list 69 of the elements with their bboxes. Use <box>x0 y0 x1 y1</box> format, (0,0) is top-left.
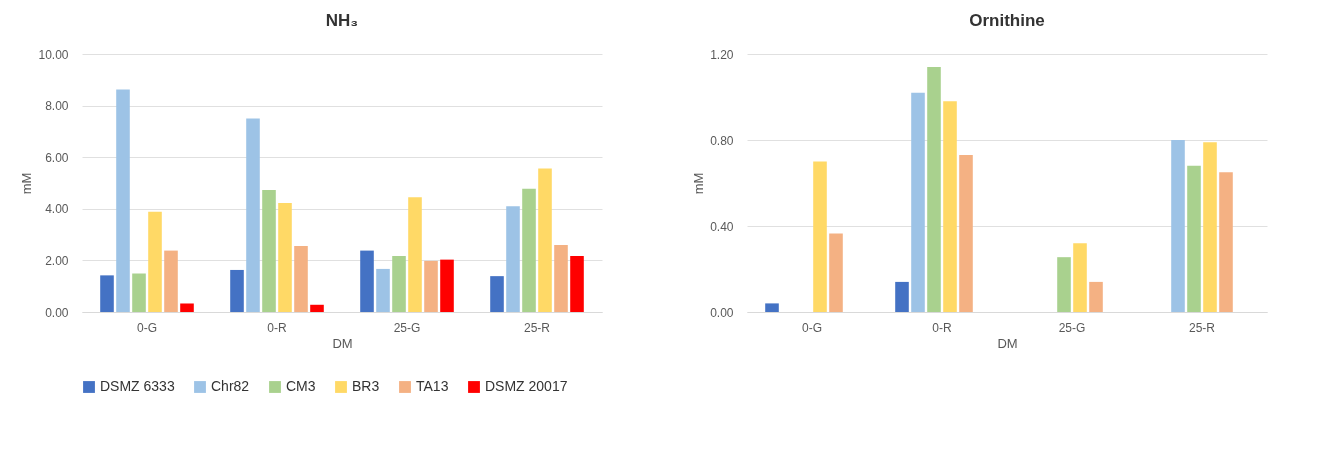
bar <box>911 92 925 312</box>
x-tick-label: 0-G <box>136 320 158 335</box>
bar <box>376 268 390 312</box>
y-tick-label: 0.00 <box>710 305 734 320</box>
bar <box>1089 281 1103 312</box>
y-tick-label: 10.00 <box>38 47 69 62</box>
y-tick-label: 0.00 <box>45 305 69 320</box>
bar <box>116 89 130 312</box>
bar <box>1203 142 1217 312</box>
bar <box>408 197 422 312</box>
x-axis-title: DM <box>332 335 353 351</box>
x-tick-label: 25-R <box>1188 320 1216 335</box>
bar <box>927 66 941 312</box>
x-tick-label: 0-R <box>932 320 952 335</box>
bar <box>538 168 552 312</box>
legend-label: DSMZ 20017 <box>485 378 568 394</box>
bar <box>310 304 324 312</box>
legend-label: TA13 <box>416 378 449 394</box>
bar <box>490 276 504 312</box>
chart-title: NH₃ <box>325 11 359 30</box>
bar <box>360 250 374 312</box>
y-tick-label: 0.40 <box>710 219 734 234</box>
bar <box>554 244 568 312</box>
legend-label: CM3 <box>286 378 316 394</box>
bar <box>1073 243 1087 312</box>
x-tick-label: 25-R <box>523 320 551 335</box>
x-tick-label: 0-G <box>801 320 823 335</box>
bar <box>895 281 909 312</box>
bar <box>262 189 276 312</box>
bar <box>294 245 308 312</box>
x-tick-label: 0-R <box>267 320 287 335</box>
bar <box>506 206 520 312</box>
legend-label: DSMZ 6333 <box>100 378 175 394</box>
bar <box>570 256 584 312</box>
legend-label: Chr82 <box>211 378 250 394</box>
bar <box>440 259 454 312</box>
bar <box>230 269 244 312</box>
y-tick-label: 0.80 <box>710 133 734 148</box>
bar <box>813 161 827 312</box>
bar <box>278 203 292 312</box>
x-tick-label: 25-G <box>393 320 421 335</box>
bar <box>246 118 260 312</box>
bar <box>1219 172 1233 312</box>
bar <box>1187 165 1201 312</box>
legend-label: BR3 <box>352 378 380 394</box>
bar <box>392 256 406 312</box>
bar <box>424 260 438 312</box>
bar <box>1171 140 1185 312</box>
y-axis-title: mM <box>691 172 707 195</box>
bar <box>100 275 114 312</box>
x-tick-label: 25-G <box>1058 320 1086 335</box>
bar <box>164 250 178 312</box>
bar <box>1057 257 1071 312</box>
y-tick-label: 6.00 <box>45 150 69 165</box>
bar <box>765 303 779 312</box>
bar <box>959 155 973 312</box>
y-tick-label: 1.20 <box>710 47 734 62</box>
bar <box>180 303 194 312</box>
y-tick-label: 2.00 <box>45 253 69 268</box>
bar <box>943 101 957 312</box>
bar <box>148 211 162 312</box>
y-axis-title: mM <box>19 172 35 195</box>
y-tick-label: 8.00 <box>45 99 69 114</box>
chart-title: Ornithine <box>969 11 1045 30</box>
bar <box>132 273 146 312</box>
bar <box>829 233 843 312</box>
y-tick-label: 4.00 <box>45 202 69 217</box>
x-axis-title: DM <box>997 335 1018 351</box>
bar <box>522 188 536 312</box>
